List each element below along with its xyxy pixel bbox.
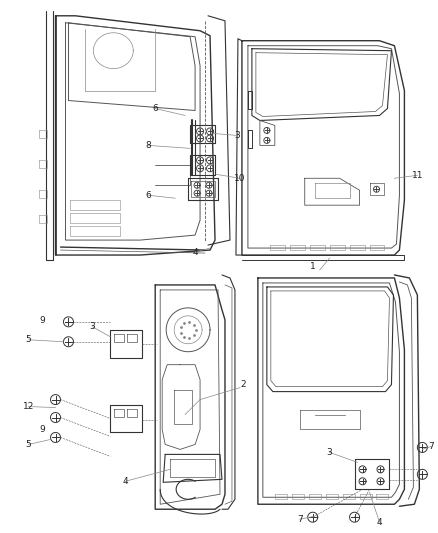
Text: 10: 10 [234, 174, 246, 183]
Text: 4: 4 [377, 518, 382, 527]
Text: 8: 8 [145, 141, 151, 150]
Text: 12: 12 [23, 402, 34, 411]
Text: 9: 9 [40, 316, 46, 325]
Text: 5: 5 [26, 335, 32, 344]
Text: 4: 4 [192, 247, 198, 256]
Text: 7: 7 [297, 515, 303, 524]
Text: 1: 1 [310, 262, 315, 271]
Text: 6: 6 [152, 104, 158, 113]
Text: 3: 3 [327, 448, 332, 457]
Text: 5: 5 [26, 440, 32, 449]
Text: 3: 3 [89, 322, 95, 332]
Text: 11: 11 [412, 171, 423, 180]
Text: 3: 3 [234, 131, 240, 140]
Text: 9: 9 [40, 425, 46, 434]
Text: 2: 2 [240, 380, 246, 389]
Text: 4: 4 [123, 477, 128, 486]
Text: 7: 7 [428, 442, 434, 451]
Text: 6: 6 [145, 191, 151, 200]
